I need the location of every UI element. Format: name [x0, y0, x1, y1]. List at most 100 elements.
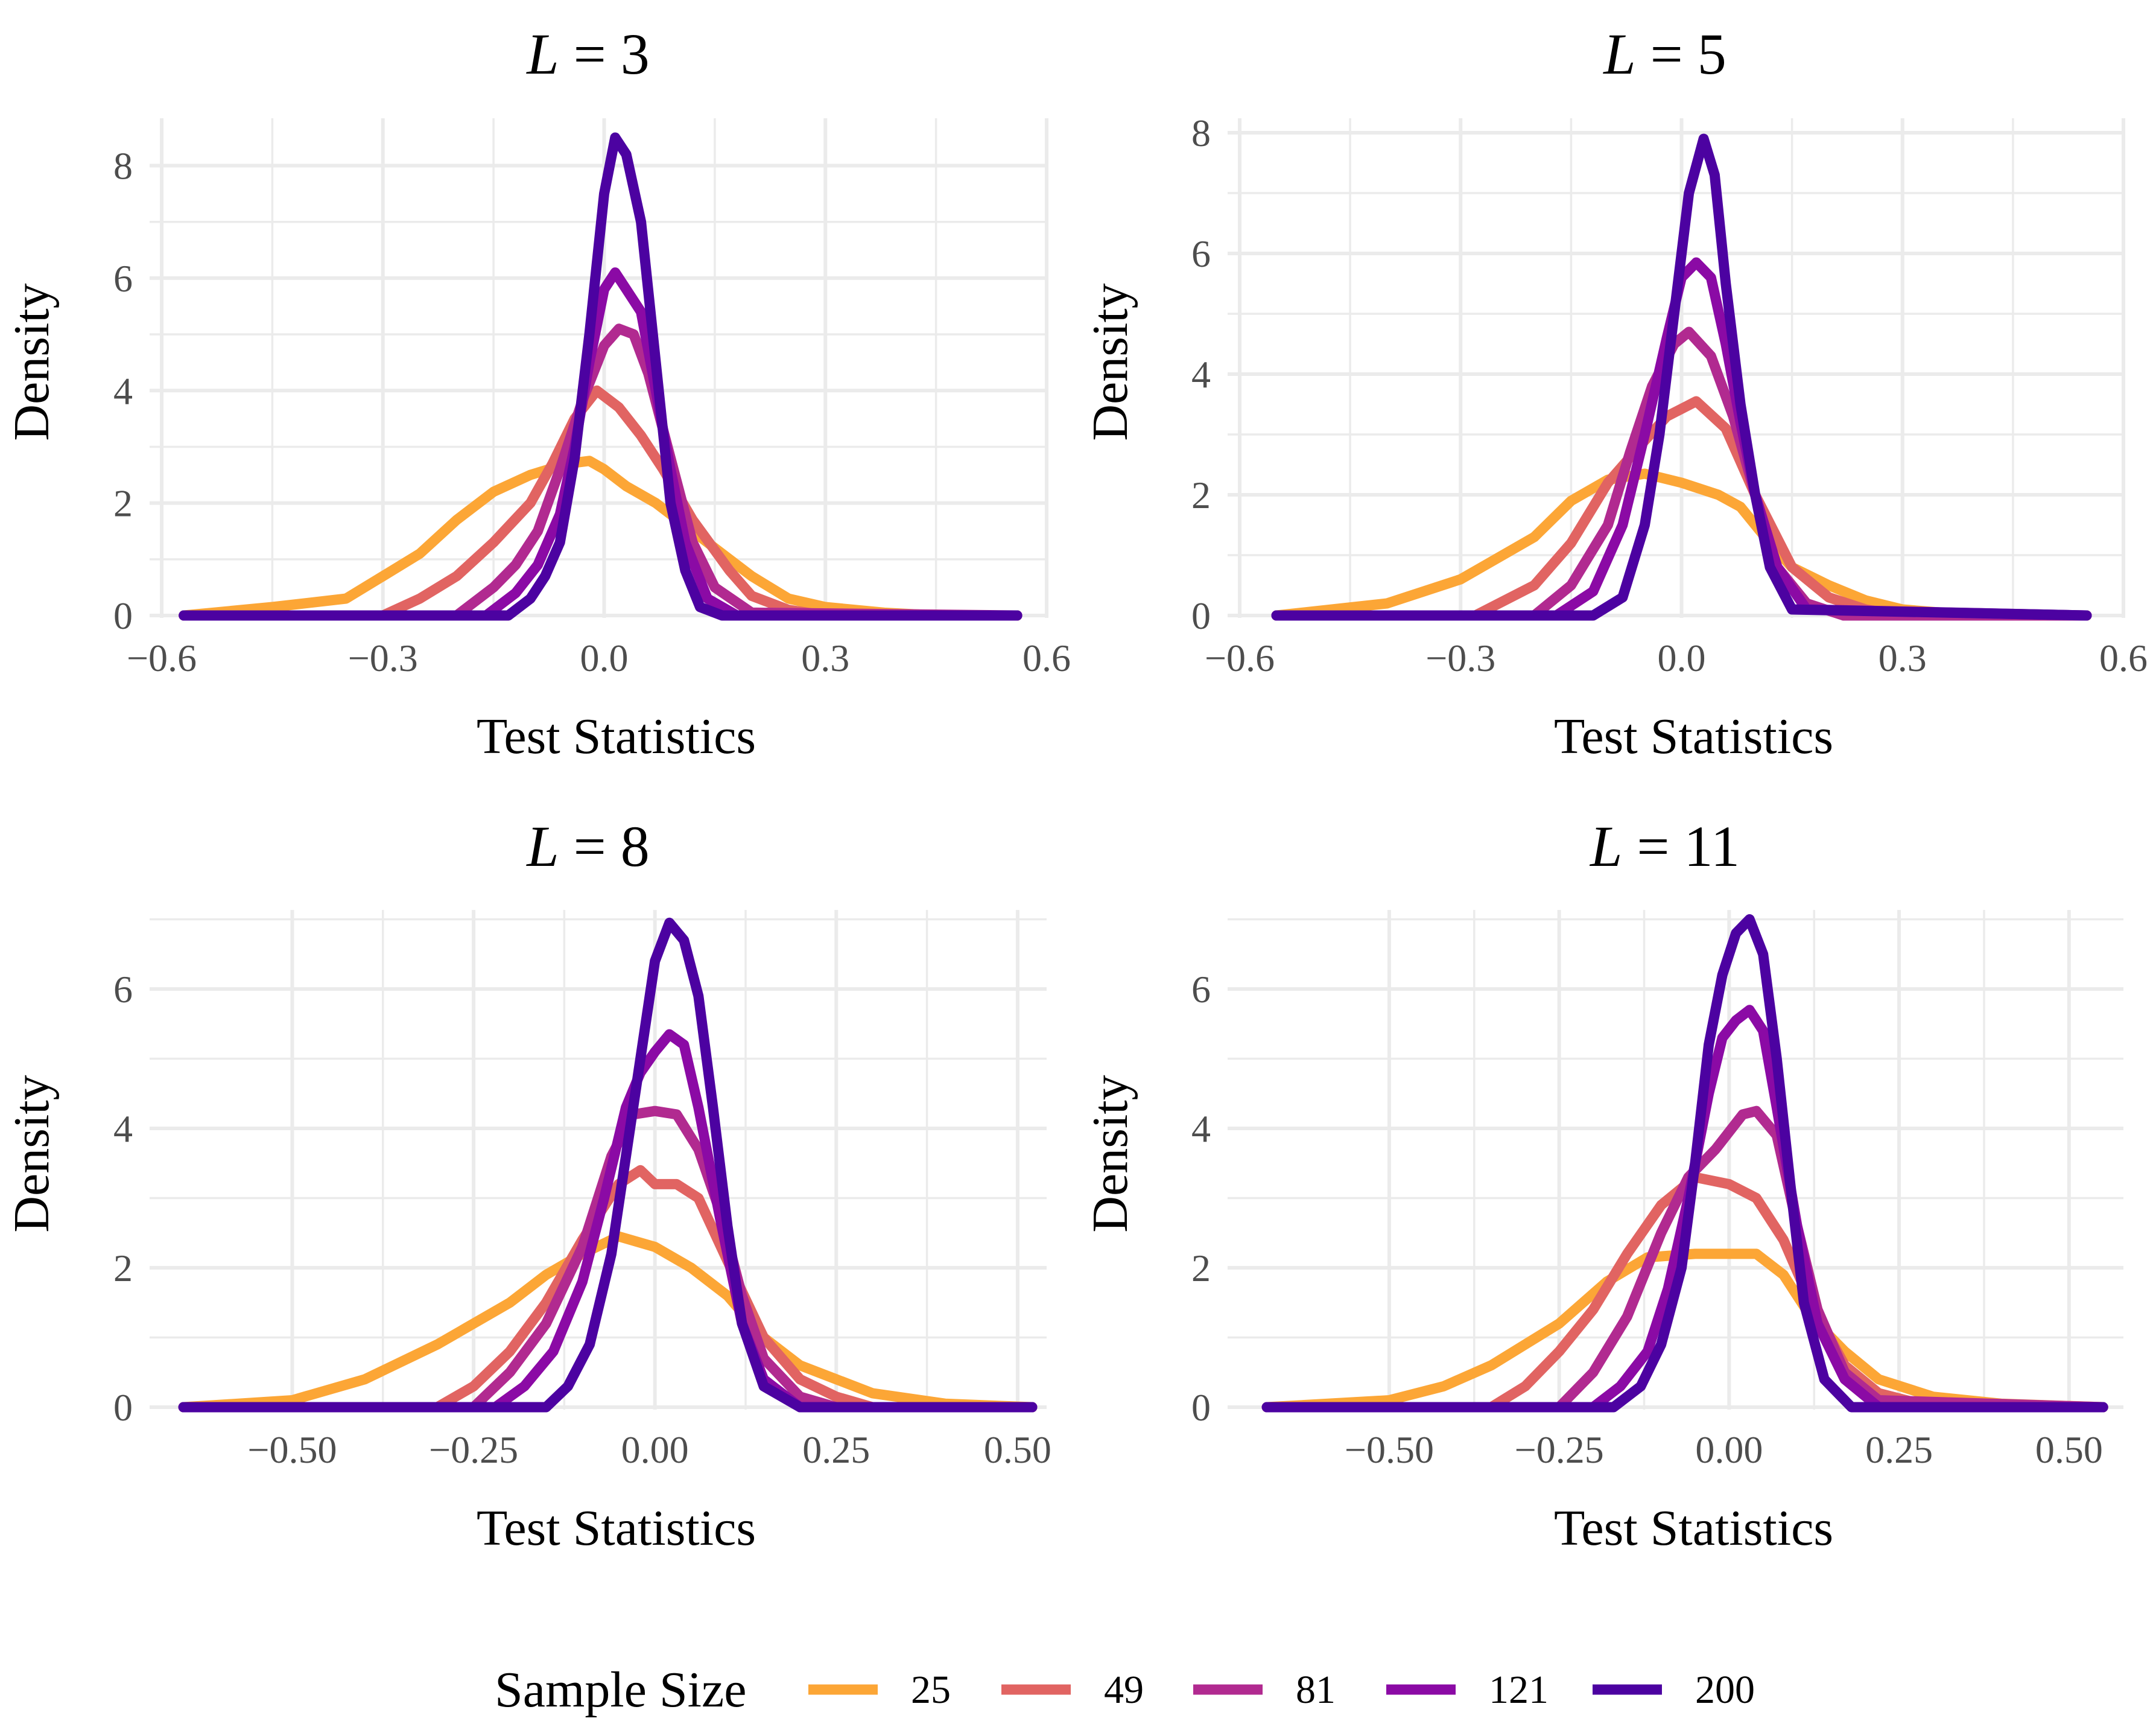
legend-label-25: 25	[911, 1668, 951, 1712]
x-tick-label: −0.6	[1205, 637, 1275, 679]
x-tick-label: 0.00	[1695, 1428, 1763, 1471]
x-tick-label: 0.00	[621, 1428, 689, 1471]
panel-title-var: L	[1602, 22, 1635, 86]
legend-item-200: 200	[1593, 1668, 1755, 1712]
x-tick-label: −0.3	[1425, 637, 1495, 679]
legend-label-81: 81	[1296, 1668, 1336, 1712]
x-tick-label: 0.3	[1879, 637, 1927, 679]
legend-keys: 25 49 81 121 200	[808, 1668, 1755, 1712]
y-tick-label: 0	[1191, 594, 1211, 637]
legend: Sample Size 25 49 81 121 200	[495, 1662, 1755, 1718]
x-tick-label: 0.50	[2035, 1428, 2103, 1471]
x-axis-title: Test Statistics	[1554, 708, 1833, 765]
series-line-25	[1261, 1248, 2108, 1413]
legend-label-121: 121	[1489, 1668, 1549, 1712]
x-tick-label: 0.50	[984, 1428, 1051, 1471]
series-line-49	[179, 385, 1023, 621]
legend-item-121: 121	[1386, 1668, 1549, 1712]
panel-title-var: L	[525, 22, 559, 86]
series-line-200	[179, 132, 1023, 621]
panel-title-var: L	[525, 814, 559, 879]
panel-title-rest: = 11	[1622, 814, 1740, 879]
y-tick-label: 4	[113, 1107, 133, 1150]
panel-title-rest: = 8	[559, 814, 650, 879]
series-lines	[1261, 914, 2108, 1413]
legend-label-200: 200	[1695, 1668, 1755, 1712]
y-tick-label: 8	[1191, 112, 1211, 154]
series-line-200	[1261, 914, 2108, 1413]
y-tick-label: 4	[1191, 353, 1211, 396]
y-tick-label: 6	[113, 257, 133, 300]
series-line-49	[178, 1165, 1038, 1413]
y-tick-label: 6	[1191, 968, 1211, 1011]
series-lines	[178, 917, 1038, 1413]
series-line-200	[178, 917, 1038, 1413]
panel-title-rest: = 5	[1636, 22, 1726, 86]
panels: −0.6 −0.3 0.0 0.3 0.6 0 2 4 6 8 L = 3 Test Statisti…	[4, 22, 2148, 1556]
x-tick-label: 0.0	[580, 637, 629, 679]
gridlines	[1228, 118, 2125, 618]
panel-title: L = 5	[1602, 22, 1726, 86]
series-line-49	[1261, 1172, 2108, 1413]
panel-2: −0.6 −0.3 0.0 0.3 0.6 0 2 4 6 8 L = 5 Test Statisti…	[1082, 22, 2148, 765]
x-tick-label: −0.3	[348, 637, 418, 679]
x-axis-title: Test Statistics	[477, 1500, 756, 1556]
y-tick-label: 2	[1191, 1247, 1211, 1290]
legend-item-81: 81	[1193, 1668, 1336, 1712]
series-line-81	[179, 323, 1023, 621]
panel-3: −0.50 −0.25 0.00 0.25 0.50 0 2 4 6 L = 8 Test Stat…	[4, 814, 1051, 1556]
series-line-121	[178, 1029, 1038, 1413]
panel-title: L = 3	[525, 22, 650, 86]
panel-title: L = 11	[1589, 814, 1740, 879]
panel-4: −0.50 −0.25 0.00 0.25 0.50 0 2 4 6 L = 11 Test Sta…	[1082, 814, 2123, 1556]
series-line-25	[1271, 468, 2092, 621]
x-tick-label: 0.0	[1658, 637, 1706, 679]
x-tick-label: −0.25	[1515, 1428, 1604, 1471]
series-line-25	[178, 1231, 1038, 1413]
x-tick-label: −0.50	[247, 1428, 337, 1471]
x-tick-label: −0.6	[127, 637, 197, 679]
legend-label-49: 49	[1104, 1668, 1144, 1712]
y-tick-label: 0	[113, 1386, 133, 1429]
series-line-81	[178, 1105, 1038, 1413]
x-tick-label: −0.50	[1345, 1428, 1434, 1471]
y-tick-label: 2	[113, 482, 133, 525]
y-tick-label: 6	[1191, 232, 1211, 275]
x-tick-label: 0.25	[802, 1428, 870, 1471]
y-axis-title: Density	[1082, 1075, 1138, 1232]
y-tick-label: 2	[113, 1247, 133, 1290]
y-axis-title: Density	[4, 283, 60, 440]
x-tick-label: 0.6	[2099, 637, 2148, 679]
y-tick-label: 4	[113, 369, 133, 412]
x-tick-label: −0.25	[429, 1428, 518, 1471]
legend-item-25: 25	[808, 1668, 951, 1712]
panel-title-rest: = 3	[559, 22, 650, 86]
y-axis-title: Density	[1082, 283, 1138, 440]
gridlines	[1228, 910, 2123, 1410]
series-line-121	[1261, 1005, 2108, 1413]
x-tick-label: 0.3	[801, 637, 849, 679]
y-tick-label: 8	[113, 145, 133, 188]
y-axis-title: Density	[4, 1075, 60, 1232]
series-line-200	[1271, 133, 2092, 621]
x-axis-title: Test Statistics	[477, 708, 756, 765]
series-line-121	[179, 267, 1023, 621]
y-tick-label: 2	[1191, 474, 1211, 517]
panel-title-var: L	[1589, 814, 1622, 879]
y-tick-label: 0	[1191, 1386, 1211, 1429]
series-lines	[179, 132, 1023, 621]
y-tick-label: 4	[1191, 1107, 1211, 1150]
legend-item-49: 49	[1001, 1668, 1144, 1712]
legend-title: Sample Size	[495, 1662, 747, 1718]
x-tick-label: 0.25	[1865, 1428, 1933, 1471]
panel-title: L = 8	[525, 814, 650, 879]
x-axis-title: Test Statistics	[1554, 1500, 1833, 1556]
gridlines	[150, 910, 1047, 1410]
x-tick-label: 0.6	[1023, 637, 1071, 679]
series-lines	[1271, 133, 2092, 621]
series-line-25	[179, 456, 1023, 621]
y-tick-label: 6	[113, 968, 133, 1011]
panel-1: −0.6 −0.3 0.0 0.3 0.6 0 2 4 6 8 L = 3 Test Statisti…	[4, 22, 1071, 765]
y-tick-label: 0	[113, 594, 133, 637]
